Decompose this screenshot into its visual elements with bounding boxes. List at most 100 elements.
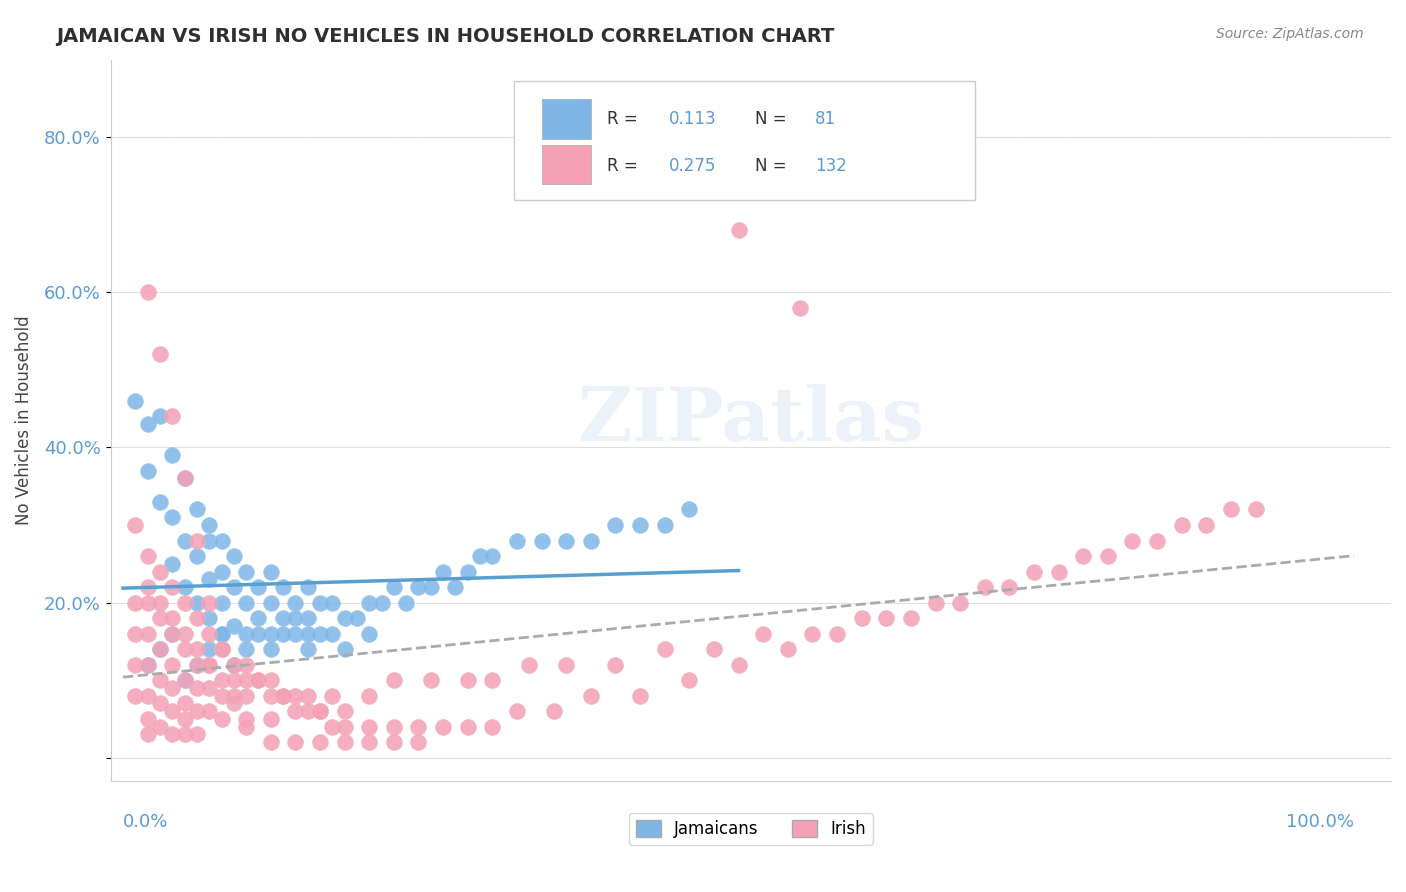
Point xyxy=(309,735,332,749)
Point xyxy=(162,409,184,424)
Point xyxy=(297,642,319,657)
Point xyxy=(162,681,184,695)
Point xyxy=(309,704,332,718)
Point xyxy=(162,626,184,640)
Point xyxy=(1047,565,1070,579)
Point xyxy=(198,596,221,610)
Point xyxy=(333,720,356,734)
Point xyxy=(432,720,454,734)
Point xyxy=(297,611,319,625)
FancyBboxPatch shape xyxy=(515,81,974,201)
Point xyxy=(359,626,381,640)
Point xyxy=(333,735,356,749)
Point xyxy=(136,712,159,726)
Text: 81: 81 xyxy=(815,110,837,128)
Point xyxy=(1244,502,1267,516)
Point xyxy=(124,657,146,672)
Point xyxy=(506,704,529,718)
Point xyxy=(284,611,307,625)
Point xyxy=(333,642,356,657)
Point xyxy=(419,580,441,594)
Point xyxy=(579,689,602,703)
Point xyxy=(198,611,221,625)
Point xyxy=(162,626,184,640)
Point xyxy=(222,697,245,711)
Point xyxy=(186,502,208,516)
Point xyxy=(198,518,221,533)
Point xyxy=(1022,565,1045,579)
Point xyxy=(359,689,381,703)
Point xyxy=(481,673,503,687)
Point xyxy=(321,689,343,703)
Point xyxy=(173,673,195,687)
Point xyxy=(186,611,208,625)
Point xyxy=(198,681,221,695)
Point xyxy=(346,611,368,625)
Point xyxy=(333,611,356,625)
Point xyxy=(235,642,257,657)
Point xyxy=(173,596,195,610)
Legend: Jamaicans, Irish: Jamaicans, Irish xyxy=(628,814,873,845)
Point xyxy=(235,626,257,640)
Point xyxy=(468,549,491,563)
Point xyxy=(162,657,184,672)
Point xyxy=(222,549,245,563)
Point xyxy=(408,720,430,734)
Point xyxy=(359,720,381,734)
Point xyxy=(124,689,146,703)
Point xyxy=(408,580,430,594)
Point xyxy=(186,727,208,741)
Point xyxy=(271,626,294,640)
Point xyxy=(162,557,184,571)
Point xyxy=(900,611,922,625)
Point xyxy=(247,673,270,687)
Point xyxy=(136,727,159,741)
Point xyxy=(136,285,159,300)
Point xyxy=(1220,502,1243,516)
Point xyxy=(162,448,184,462)
Point xyxy=(136,549,159,563)
Point xyxy=(628,689,651,703)
Point xyxy=(198,642,221,657)
Point xyxy=(211,626,233,640)
Point xyxy=(998,580,1021,594)
Point xyxy=(149,642,172,657)
Point xyxy=(678,502,700,516)
Text: R =: R = xyxy=(607,157,644,175)
Point xyxy=(149,347,172,361)
Point xyxy=(186,704,208,718)
Point xyxy=(703,642,725,657)
Point xyxy=(211,642,233,657)
Point xyxy=(321,596,343,610)
Point xyxy=(211,565,233,579)
Point xyxy=(605,518,627,533)
Point xyxy=(235,720,257,734)
Point xyxy=(297,626,319,640)
Bar xyxy=(543,99,591,139)
Text: 100.0%: 100.0% xyxy=(1286,814,1354,831)
Point xyxy=(186,657,208,672)
Point xyxy=(395,596,418,610)
Text: 132: 132 xyxy=(815,157,846,175)
Point xyxy=(260,735,283,749)
Point xyxy=(235,657,257,672)
Point xyxy=(186,642,208,657)
Point xyxy=(136,417,159,432)
Point xyxy=(198,533,221,548)
Point xyxy=(419,673,441,687)
Point xyxy=(579,533,602,548)
Point xyxy=(1146,533,1168,548)
Point xyxy=(457,565,479,579)
Point xyxy=(284,626,307,640)
Point xyxy=(173,642,195,657)
Point xyxy=(173,697,195,711)
Point xyxy=(359,735,381,749)
Point xyxy=(297,704,319,718)
Point xyxy=(727,223,749,237)
Point xyxy=(235,689,257,703)
Text: 0.0%: 0.0% xyxy=(122,814,169,831)
Point xyxy=(198,704,221,718)
Point xyxy=(481,720,503,734)
Point xyxy=(247,626,270,640)
Point xyxy=(271,611,294,625)
